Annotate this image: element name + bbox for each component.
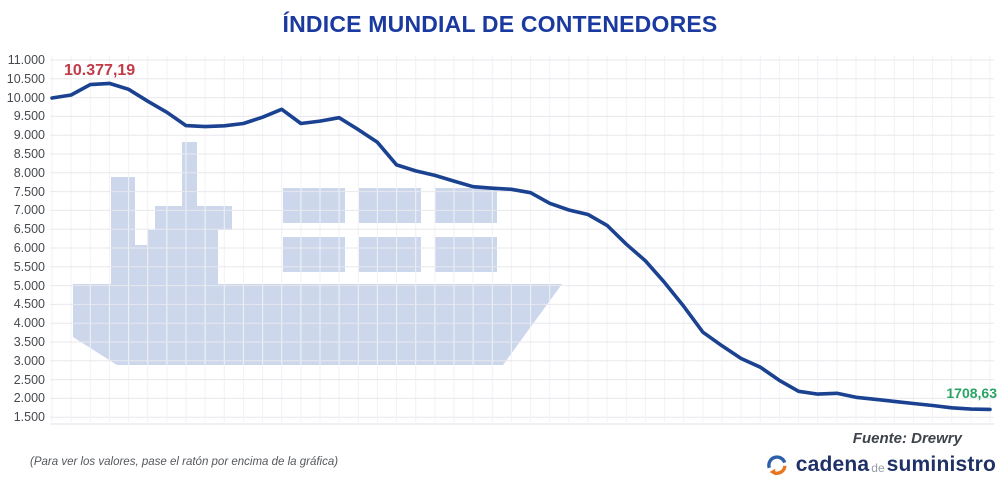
y-axis-label: 11.000 bbox=[7, 53, 45, 67]
y-axis-label: 10.000 bbox=[6, 90, 45, 105]
y-axis-label: 2.000 bbox=[13, 391, 45, 406]
y-axis-label: 3.000 bbox=[13, 353, 45, 368]
logo-word-suministro: suministro bbox=[886, 453, 996, 476]
y-axis-label: 7.000 bbox=[13, 203, 45, 218]
peak-value-label: 10.377,19 bbox=[64, 62, 136, 79]
hover-hint-note: (Para ver los valores, pase el ratón por… bbox=[30, 456, 339, 468]
gridlines bbox=[50, 56, 994, 425]
logo-word-cadena: cadena bbox=[795, 453, 870, 476]
y-axis-label: 4.000 bbox=[13, 316, 45, 331]
page-title: ÍNDICE MUNDIAL DE CONTENEDORES bbox=[282, 11, 718, 37]
container-ship-icon bbox=[73, 142, 562, 365]
y-axis-label: 1.500 bbox=[13, 410, 45, 425]
y-axis-label: 7.500 bbox=[13, 184, 45, 199]
brand-logo[interactable]: cadena de suministro bbox=[765, 453, 996, 477]
y-axis-label: 6.500 bbox=[13, 222, 45, 237]
y-axis-label: 8.000 bbox=[13, 165, 45, 180]
source-credit: Fuente: Drewry bbox=[852, 430, 962, 447]
y-axis-label: 5.500 bbox=[13, 259, 45, 274]
y-axis-label: 2.500 bbox=[13, 372, 45, 387]
circular-arrows-icon bbox=[766, 455, 787, 476]
last-value-label: 1708,63 bbox=[946, 385, 997, 401]
y-axis-label: 9.000 bbox=[13, 128, 45, 143]
index-series-line[interactable] bbox=[50, 81, 992, 412]
y-axis-label: 5.000 bbox=[13, 278, 45, 293]
y-axis-label: 4.500 bbox=[13, 297, 45, 312]
y-axis-label: 6.000 bbox=[13, 241, 45, 255]
y-axis-label: 3.500 bbox=[13, 335, 45, 349]
y-axis: 11.000 10.500 10.000 9.500 9.000 8.500 8.000 7.… bbox=[0, 0, 45, 500]
y-axis-label: 8.500 bbox=[13, 147, 45, 161]
y-axis-label: 10.500 bbox=[6, 71, 45, 86]
y-axis-label: 9.500 bbox=[13, 109, 45, 124]
logo-word-de: de bbox=[871, 460, 885, 475]
